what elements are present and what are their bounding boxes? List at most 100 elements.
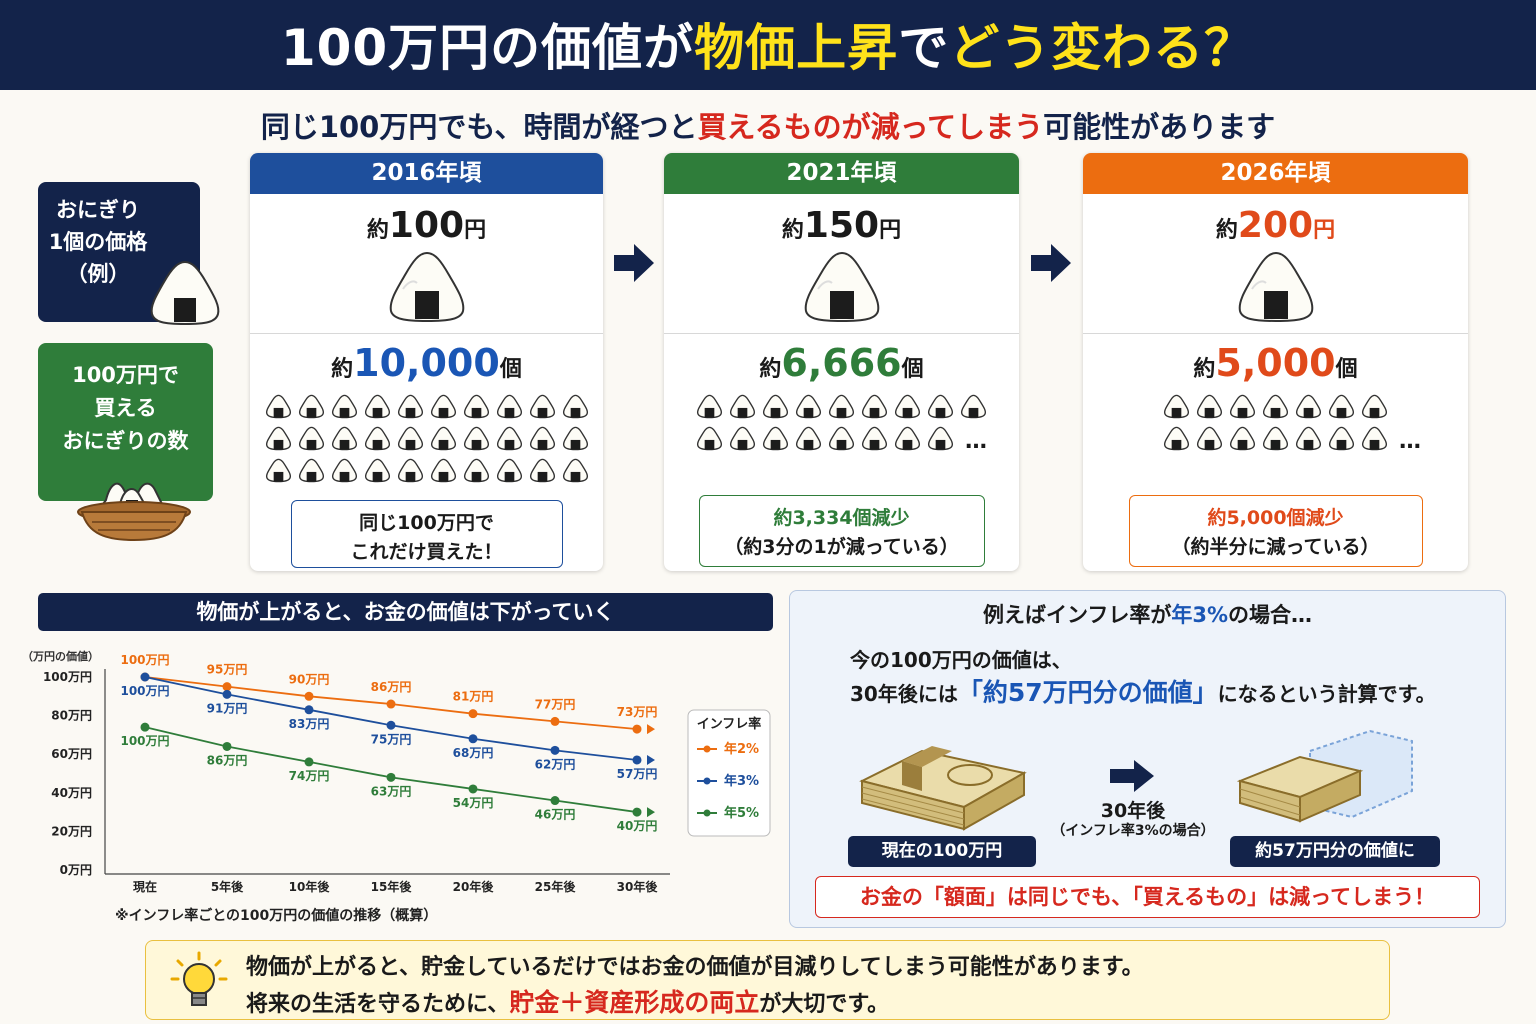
onigiri-icon: [396, 393, 425, 423]
inflation-example-panel: 例えばインフレ率が年3%の場合… 今の100万円の価値は、 30年後には「約57…: [789, 590, 1506, 928]
info-heading: 例えばインフレ率が年3%の場合…: [982, 603, 1313, 627]
series-arrow: [647, 754, 655, 765]
price-label-box: おにぎり 1個の価格 （例）: [38, 182, 220, 326]
data-label: 73万円: [617, 705, 658, 719]
onigiri-row: [264, 457, 590, 487]
after-30-years-sublabel: （インフレ率3%の場合）: [1051, 823, 1215, 839]
onigiri-icon: [264, 457, 293, 487]
onigiri-icon: [1261, 393, 1290, 423]
data-point: [222, 682, 232, 692]
panel-note: 約5,000個減少 （約半分に減っている）: [1128, 495, 1423, 567]
onigiri-row: …: [695, 425, 987, 455]
info-line-1: 今の100万円の価値は、: [850, 648, 1072, 672]
onigiri-icon: [800, 249, 884, 327]
ellipsis: …: [1399, 429, 1421, 454]
panel-divider: [1083, 333, 1468, 334]
y-tick-label: 20万円: [51, 824, 92, 838]
onigiri-icon: [363, 425, 392, 455]
onigiri-icon: [761, 393, 790, 423]
data-point: [550, 745, 560, 755]
onigiri-icon: [528, 457, 557, 487]
data-point: [550, 796, 560, 806]
onigiri-icon: [429, 393, 458, 423]
onigiri-icon: [495, 457, 524, 487]
data-point: [386, 699, 396, 709]
bottom-line-1: 物価が上がると、貯金しているだけではお金の価値が目減りしてしまう可能性があります…: [246, 955, 1144, 980]
onigiri-icon: [1234, 249, 1318, 327]
onigiri-icon: [561, 457, 590, 487]
y-tick-label: 100万円: [43, 670, 92, 684]
arrow-right-icon: [1110, 760, 1154, 792]
data-point: [550, 716, 560, 726]
onigiri-icon: [1228, 425, 1257, 455]
data-label: 62万円: [535, 757, 576, 771]
onigiri-icon: [264, 393, 293, 423]
data-point: [222, 741, 232, 751]
legend-label: 年5%: [724, 805, 759, 821]
onigiri-icon: [396, 457, 425, 487]
onigiri-price: 約200円: [1215, 205, 1336, 246]
x-tick-label: 20年後: [453, 879, 495, 894]
year-panel-2016: 2016年頃 約100円 約10,000個 同じ100万円で これだけ買えた！: [250, 153, 603, 571]
data-label: 68万円: [453, 746, 494, 760]
data-label: 63万円: [371, 784, 412, 798]
data-label: 91万円: [207, 701, 248, 715]
data-label: 100万円: [120, 684, 169, 698]
after-30-years-label: 30年後: [1100, 800, 1166, 822]
onigiri-icon: [1261, 425, 1290, 455]
data-label: 86万円: [371, 680, 412, 694]
onigiri-icon: [330, 393, 359, 423]
onigiri-icon: [1195, 393, 1224, 423]
onigiri-row: [695, 393, 988, 423]
onigiri-icon: [827, 393, 856, 423]
note-line: （約半分に減っている）: [1171, 536, 1380, 558]
data-label: 54万円: [453, 796, 494, 810]
data-label: 83万円: [289, 717, 330, 731]
onigiri-icon: [150, 260, 220, 326]
onigiri-icon: [1327, 425, 1356, 455]
x-tick-label: 現在: [133, 879, 157, 894]
arrow-right-icon: [614, 244, 654, 282]
data-point: [222, 689, 232, 699]
onigiri-icon: [385, 249, 469, 327]
onigiri-icon: [396, 425, 425, 455]
page-subtitle: 同じ100万円でも、時間が経つと買えるものが減ってしまう可能性があります: [260, 110, 1276, 144]
note-line: 約3,334個減少: [773, 507, 910, 529]
onigiri-icon: [561, 393, 590, 423]
bottom-message-box: 物価が上がると、貯金しているだけではお金の価値が目減りしてしまう可能性があります…: [145, 940, 1390, 1020]
x-tick-label: 30年後: [617, 879, 659, 894]
y-axis-label: （万円の価値）: [22, 649, 99, 663]
onigiri-row: [264, 425, 590, 455]
data-point: [386, 772, 396, 782]
series-arrow: [647, 724, 655, 735]
data-point: [632, 755, 642, 765]
panel-divider: [250, 333, 603, 334]
header-bar: [0, 0, 1536, 90]
onigiri-icon: [893, 425, 922, 455]
onigiri-icon: [926, 393, 955, 423]
panel-year-header: 2021年頃: [664, 153, 1019, 194]
onigiri-icon: [1294, 425, 1323, 455]
note-line: これだけ買えた！: [350, 541, 503, 563]
y-tick-label: 60万円: [51, 747, 92, 761]
onigiri-basket-icon: [77, 482, 191, 542]
onigiri-icon: [462, 425, 491, 455]
data-point: [304, 705, 314, 715]
data-label: 90万円: [289, 672, 330, 686]
onigiri-icon: [794, 393, 823, 423]
onigiri-icon: [1195, 425, 1224, 455]
onigiri-icon: [926, 425, 955, 455]
onigiri-icon: [363, 393, 392, 423]
onigiri-icon: [1360, 393, 1389, 423]
onigiri-icon: [462, 457, 491, 487]
cash-stack-small-icon: [1236, 729, 1413, 823]
onigiri-icon: [264, 425, 293, 455]
onigiri-icon: [728, 393, 757, 423]
onigiri-price: 約100円: [366, 205, 487, 246]
data-label: 77万円: [535, 697, 576, 711]
data-point: [304, 691, 314, 701]
current-amount-tag: 現在の100万円: [848, 836, 1036, 867]
onigiri-icon: [561, 425, 590, 455]
onigiri-icon: [695, 425, 724, 455]
onigiri-icon: [794, 425, 823, 455]
